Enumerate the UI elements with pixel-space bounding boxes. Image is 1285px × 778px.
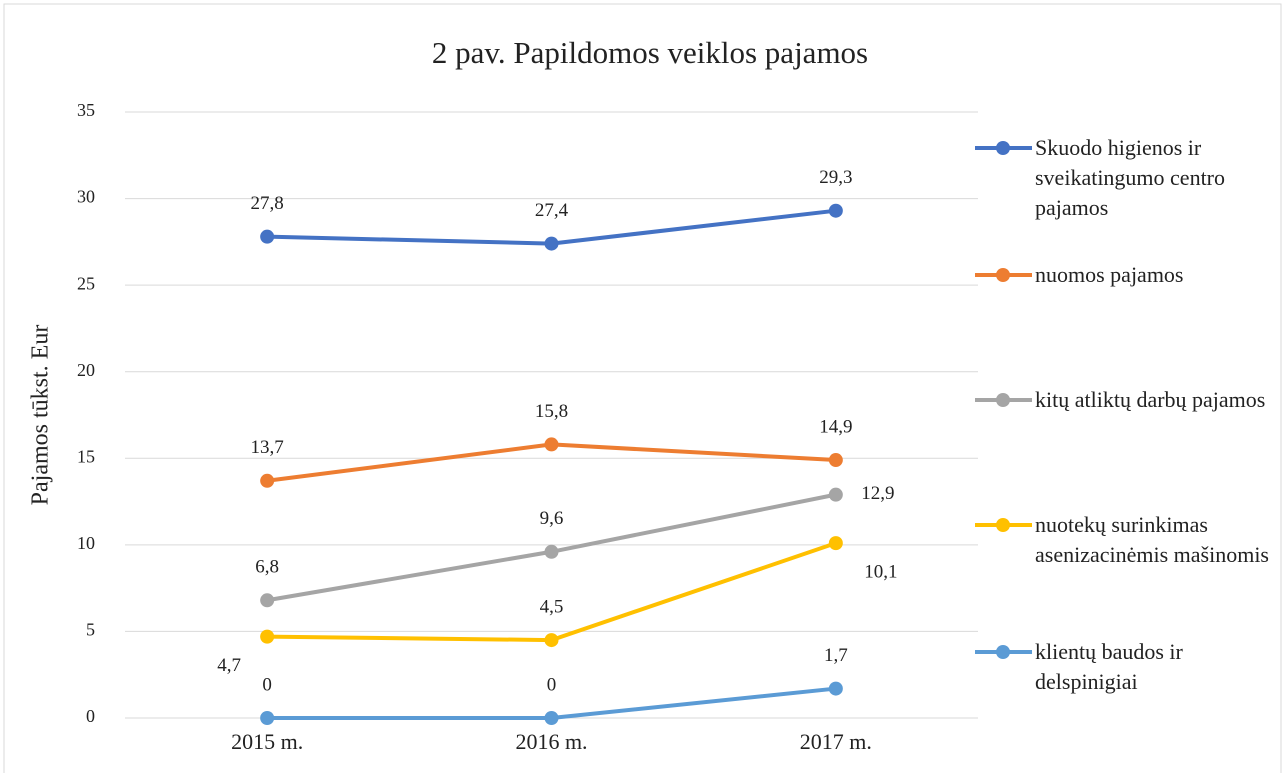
- data-point: [260, 711, 275, 725]
- data-label: 10,1: [864, 561, 897, 582]
- data-label: 1,7: [824, 645, 848, 666]
- legend-label: nuomos pajamos: [1035, 262, 1184, 287]
- data-point: [828, 203, 843, 218]
- data-point: [828, 487, 843, 502]
- legend-marker: [996, 645, 1010, 659]
- legend-label: nuotekų surinkimas asenizacinėmis mašino…: [1035, 512, 1269, 567]
- legend-label: kitų atliktų darbų pajamos: [1035, 387, 1266, 412]
- legend-marker: [996, 141, 1010, 155]
- data-point: [544, 711, 559, 725]
- x-tick-label: 2016 m.: [515, 729, 587, 754]
- y-tick-label: 30: [77, 187, 95, 207]
- y-tick-label: 25: [77, 273, 95, 293]
- legend-marker: [996, 268, 1010, 282]
- data-point: [260, 229, 275, 244]
- y-tick-label: 10: [77, 533, 95, 553]
- legend-marker: [996, 518, 1010, 532]
- data-label: 15,8: [535, 401, 568, 422]
- data-label: 27,4: [535, 200, 569, 221]
- x-tick-label: 2015 m.: [231, 729, 303, 754]
- x-tick-label: 2017 m.: [800, 729, 872, 754]
- y-tick-label: 15: [77, 446, 95, 466]
- data-point: [260, 473, 275, 488]
- data-label: 14,9: [819, 416, 852, 437]
- data-label: 9,6: [540, 508, 564, 529]
- data-point: [544, 437, 559, 452]
- data-label: 4,7: [217, 655, 241, 676]
- data-label: 13,7: [251, 437, 284, 458]
- legend-marker: [996, 393, 1010, 407]
- y-tick-label: 0: [86, 706, 95, 726]
- y-tick-label: 35: [77, 100, 95, 120]
- legend-label: klientų baudos ir delspinigiai: [1035, 639, 1183, 694]
- data-label: 29,3: [819, 167, 852, 188]
- data-point: [544, 544, 559, 559]
- data-label: 0: [262, 674, 272, 695]
- data-point: [828, 453, 843, 468]
- data-point: [260, 593, 275, 608]
- data-point: [828, 681, 843, 696]
- data-label: 12,9: [861, 483, 894, 504]
- y-tick-label: 20: [77, 360, 95, 380]
- data-point: [828, 536, 843, 551]
- chart-border: [3, 3, 1282, 778]
- data-point: [544, 236, 559, 251]
- data-label: 0: [547, 674, 557, 695]
- data-label: 6,8: [255, 557, 279, 578]
- y-axis-label: Pajamos tūkst. Eur: [28, 325, 54, 506]
- data-label: 4,5: [540, 596, 564, 617]
- data-point: [544, 633, 559, 648]
- data-label: 27,8: [251, 193, 284, 214]
- legend-label: Skuodo higienos ir sveikatingumo centro …: [1035, 135, 1226, 220]
- data-point: [260, 629, 275, 644]
- chart-title: 2 pav. Papildomos veiklos pajamos: [432, 35, 868, 70]
- y-tick-label: 5: [86, 620, 95, 640]
